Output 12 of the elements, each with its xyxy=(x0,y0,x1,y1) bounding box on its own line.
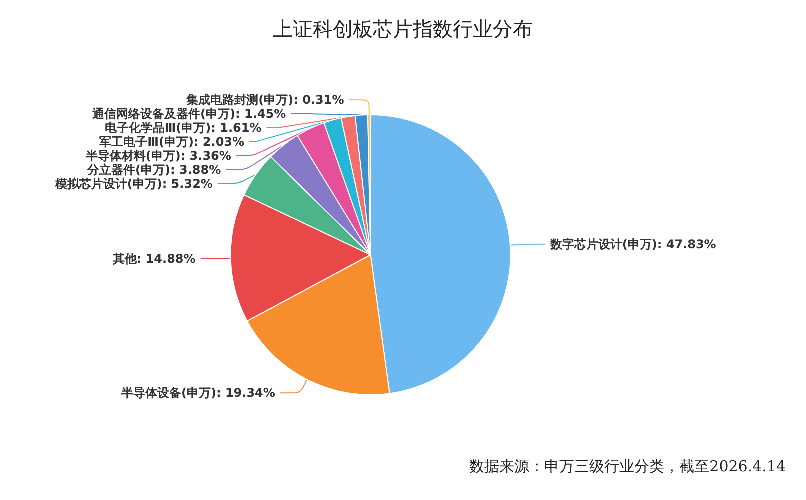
slice-label: 数字芯片设计(申万): 47.83% xyxy=(549,237,716,252)
source-note: 数据来源：申万三级行业分类，截至2026.4.14 xyxy=(470,458,786,476)
chart-title: 上证科创板芯片指数行业分布 xyxy=(273,17,533,41)
slice-label: 通信网络设备及器件(申万): 1.45% xyxy=(92,107,286,122)
slice-label: 其他: 14.88% xyxy=(112,252,196,266)
slice-label: 半导体设备(申万): 19.34% xyxy=(120,386,276,400)
slice-label: 分立器件(申万): 3.88% xyxy=(86,163,222,178)
slice-label: 军工电子Ⅲ(申万): 2.03% xyxy=(100,135,245,150)
slice-label: 半导体材料(申万): 3.36% xyxy=(84,149,232,164)
slice-label: 模拟芯片设计(申万): 5.32% xyxy=(54,177,213,192)
slice-label: 集成电路封测(申万): 0.31% xyxy=(186,93,344,108)
slice-label: 电子化学品Ⅲ(申万): 1.61% xyxy=(104,121,262,136)
